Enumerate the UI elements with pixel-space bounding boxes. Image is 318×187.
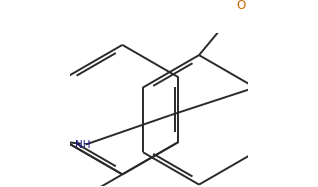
Text: O: O [236, 0, 245, 12]
Text: NH: NH [75, 140, 90, 150]
